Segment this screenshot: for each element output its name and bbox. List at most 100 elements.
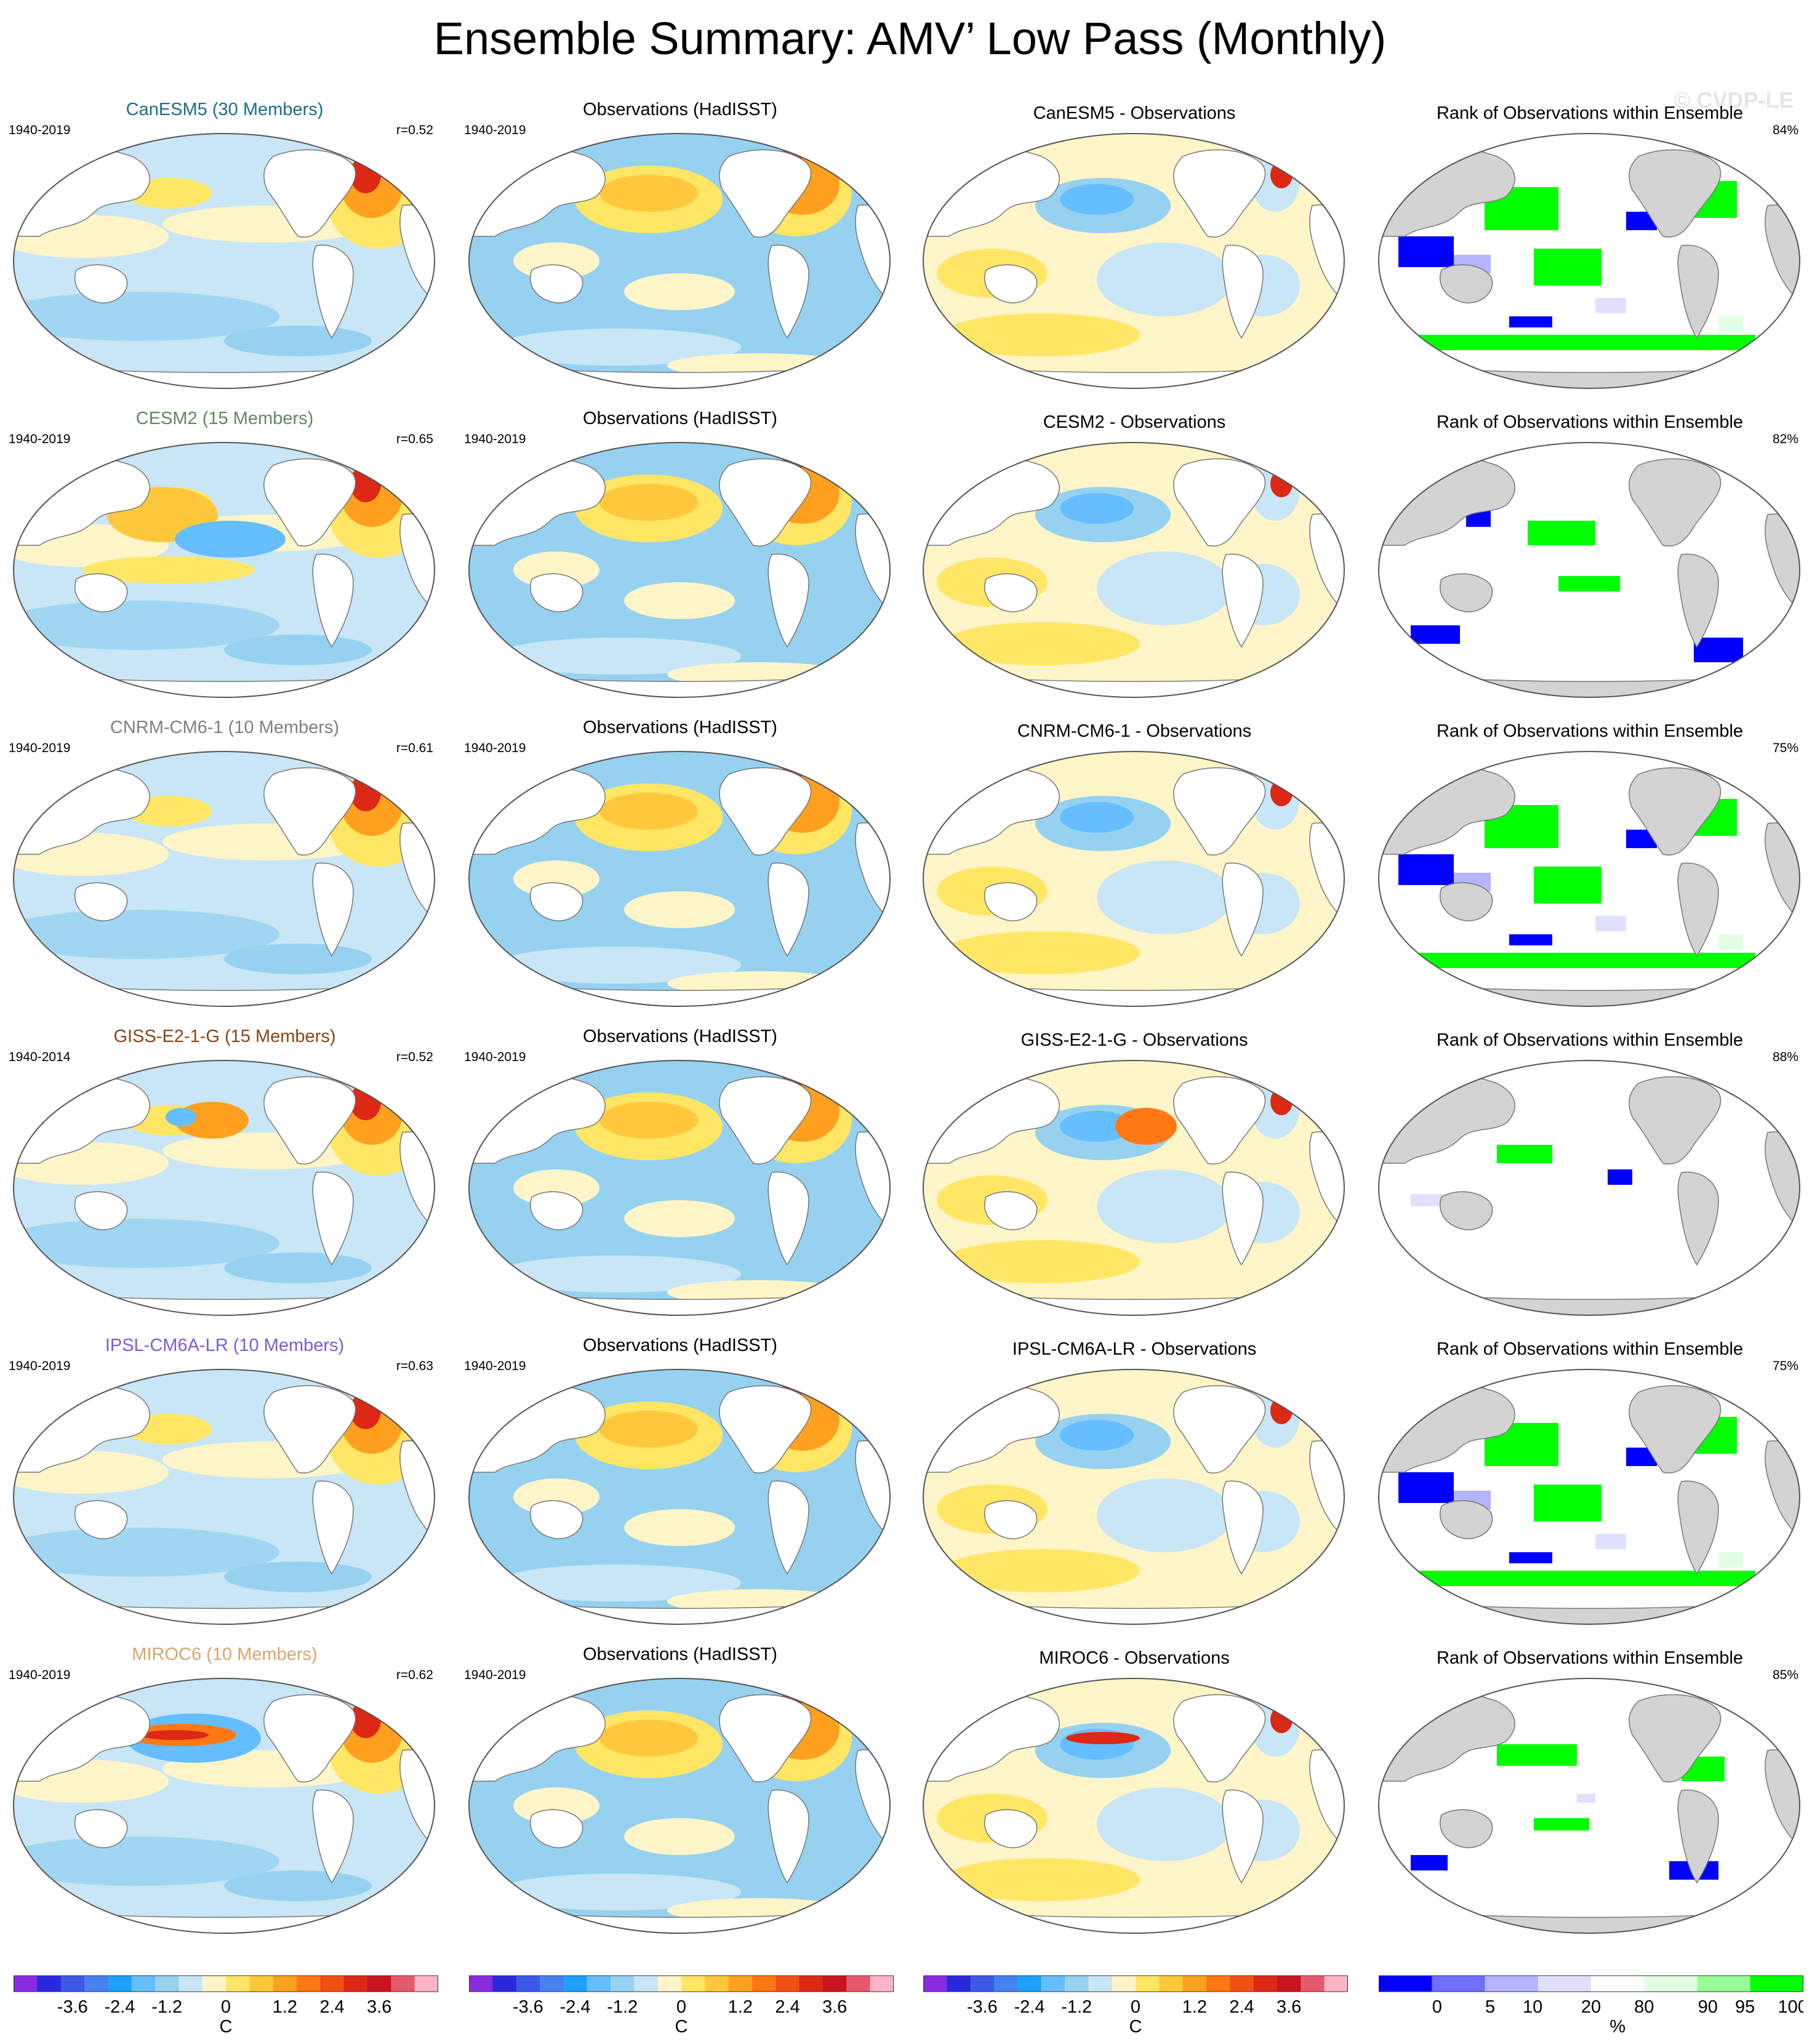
panel-obs: Observations (HadISST) 1940-2019	[455, 98, 905, 406]
colorbar-swatch	[1537, 1976, 1592, 1992]
colorbar-tick-label: -3.6	[513, 1997, 543, 2017]
colorbar-tick-label: -3.6	[967, 1997, 998, 2017]
colorbar-swatch	[681, 1976, 705, 1992]
panel-obs: Observations (HadISST) 1940-2019	[455, 716, 905, 1024]
pattern-correlation: r=0.65	[396, 432, 433, 446]
rank-percent: 75%	[1772, 1359, 1798, 1373]
colorbar-frame	[923, 1975, 1348, 1992]
diff-title: CNRM-CM6-1 - Observations	[1017, 721, 1252, 741]
colorbar-swatch	[1041, 1976, 1065, 1992]
rank-title: Rank of Observations within Ensemble	[1436, 1030, 1744, 1050]
model-title: CNRM-CM6-1 (10 Members)	[110, 718, 340, 737]
watermark: © CVDP-LE	[1674, 87, 1794, 113]
panel-obs: Observations (HadISST) 1940-2019	[455, 1334, 905, 1642]
obs-title: Observations (HadISST)	[583, 409, 777, 428]
colorbar-swatch	[131, 1976, 156, 1992]
panel-diff: MIROC6 - Observations	[910, 1643, 1359, 1951]
colorbar-swatch	[634, 1976, 659, 1992]
row-miroc6: MIROC6 (10 Members) 1940-2019 r=0.62 Obs…	[0, 1643, 1820, 1951]
diff-map	[923, 442, 1345, 698]
colorbar-tick-label: 1.2	[728, 1997, 753, 2017]
model-years: 1940-2019	[9, 432, 71, 446]
model-mean-map	[13, 1369, 435, 1625]
colorbar-swatch	[752, 1976, 776, 1992]
colorbar-tick-label: 10	[1523, 1997, 1542, 2017]
obs-title: Observations (HadISST)	[583, 1645, 777, 1664]
model-years: 1940-2019	[9, 123, 71, 137]
page-title: Ensemble Summary: AMV’ Low Pass (Monthly…	[433, 13, 1387, 64]
colorbar-swatch	[1206, 1976, 1230, 1992]
colorbar-swatch	[870, 1976, 894, 1992]
diff-map	[923, 1678, 1345, 1934]
colorbar-tick-label: 3.6	[822, 1997, 847, 2017]
obs-years: 1940-2019	[464, 432, 526, 446]
colorbar-swatch	[1253, 1976, 1278, 1992]
model-title: IPSL-CM6A-LR (10 Members)	[105, 1336, 345, 1355]
colorbar-swatch	[202, 1976, 226, 1992]
model-years: 1940-2014	[9, 1050, 71, 1064]
colorbar-swatch	[587, 1976, 611, 1992]
colorbar-tick-label: 100	[1778, 1997, 1803, 2017]
colorbar-swatch	[923, 1976, 947, 1992]
colorbar-swatch	[1182, 1976, 1207, 1992]
diff-title: IPSL-CM6A-LR - Observations	[1012, 1339, 1257, 1359]
colorbar-tick-label: 1.2	[1182, 1997, 1207, 2017]
panel-diff: CNRM-CM6-1 - Observations	[910, 716, 1359, 1024]
obs-map	[468, 442, 891, 698]
colorbar-swatch	[516, 1976, 540, 1992]
colorbar-tick-label: 2.4	[775, 1997, 800, 2017]
colorbar-sst-svg: -3.6 -2.4 -1.2 0 1.2 2.4 3.6 C	[923, 1975, 1349, 2037]
colorbar-swatch	[705, 1976, 729, 1992]
panel-rank: Rank of Observations within Ensemble 75%	[1365, 716, 1814, 1024]
rank-percent: 88%	[1772, 1050, 1798, 1064]
colorbar-swatch	[1112, 1976, 1136, 1992]
colorbar-tick-label: -1.2	[1061, 1997, 1092, 2017]
colorbar-swatch	[1159, 1976, 1184, 1992]
colorbar-tick-label: 3.6	[1277, 1997, 1301, 2017]
obs-title: Observations (HadISST)	[583, 1336, 777, 1355]
panel-diff: CESM2 - Observations	[910, 407, 1359, 715]
colorbar-swatch	[178, 1976, 203, 1992]
rank-map	[1378, 1369, 1800, 1625]
obs-years: 1940-2019	[464, 1668, 526, 1682]
rank-map	[1378, 1678, 1800, 1934]
obs-map	[468, 1060, 891, 1316]
colorbar-swatch	[297, 1976, 321, 1992]
obs-map	[468, 751, 891, 1007]
diff-title: MIROC6 - Observations	[1039, 1648, 1230, 1668]
panel-diff: IPSL-CM6A-LR - Observations	[910, 1334, 1359, 1642]
pattern-correlation: r=0.62	[396, 1668, 433, 1682]
colorbar-swatch	[492, 1976, 517, 1992]
colorbar-swatch	[37, 1976, 62, 1992]
colorbar-swatch	[1301, 1976, 1325, 1992]
colorbar-diff: -3.6 -2.4 -1.2 0 1.2 2.4 3.6 C	[923, 1970, 1349, 2041]
obs-map	[468, 1678, 891, 1934]
colorbar-swatch	[155, 1976, 179, 1992]
rank-map	[1378, 442, 1800, 698]
colorbar-sst-svg: -3.6 -2.4 -1.2 0 1.2 2.4 3.6 C	[14, 1975, 439, 2037]
row-ipsl-cm6a-lr: IPSL-CM6A-LR (10 Members) 1940-2019 r=0.…	[0, 1334, 1820, 1642]
diff-map	[923, 1060, 1345, 1316]
model-years: 1940-2019	[9, 1359, 71, 1373]
colorbar-tick-label: -3.6	[57, 1997, 88, 2017]
obs-map	[468, 133, 891, 389]
rank-map	[1378, 751, 1800, 1007]
colorbar-swatch	[14, 1976, 38, 1992]
panel-obs: Observations (HadISST) 1940-2019	[455, 407, 905, 715]
pattern-correlation: r=0.52	[396, 1050, 433, 1064]
colorbar-swatch	[1324, 1976, 1349, 1992]
colorbar-swatch	[970, 1976, 995, 1992]
obs-years: 1940-2019	[464, 741, 526, 755]
colorbar-swatch	[799, 1976, 824, 1992]
rank-title: Rank of Observations within Ensemble	[1436, 1339, 1744, 1359]
panel-model: CESM2 (15 Members) 1940-2019 r=0.65	[0, 407, 449, 715]
colorbar-tick-label: 2.4	[319, 1997, 344, 2017]
colorbar-swatch	[249, 1976, 274, 1992]
panel-diff: GISS-E2-1-G - Observations	[910, 1025, 1359, 1333]
panel-obs: Observations (HadISST) 1940-2019	[455, 1025, 905, 1333]
colorbar-tick-label: 20	[1581, 1997, 1601, 2017]
colorbar-tick-label: 3.6	[367, 1997, 391, 2017]
model-years: 1940-2019	[9, 1668, 71, 1682]
colorbar-tick-label: 0	[1131, 1997, 1141, 2017]
model-mean-map	[13, 1678, 435, 1934]
